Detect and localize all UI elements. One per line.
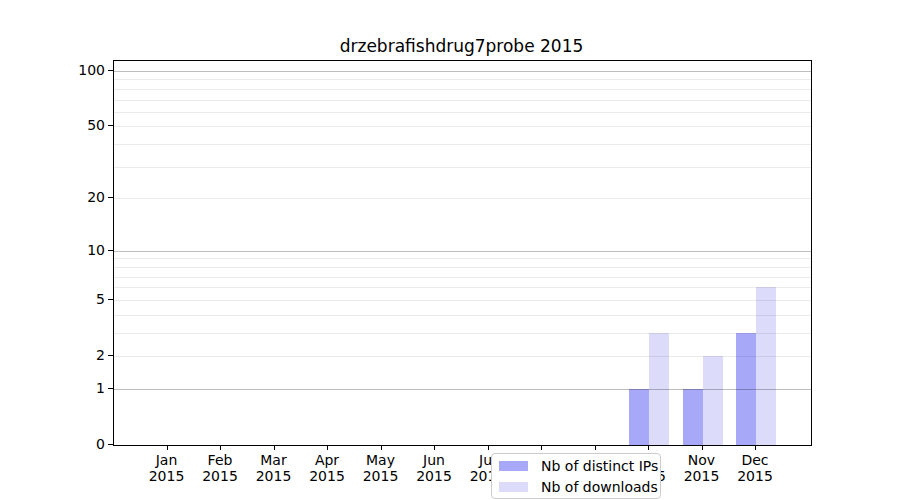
- gridline-20: [114, 198, 811, 199]
- year-label: 2015: [190, 468, 250, 484]
- y-axis-tick-mark: [108, 388, 113, 389]
- plot-area: Nb of distinct IPsNb of downloads: [113, 60, 812, 446]
- gridline-60: [114, 112, 811, 113]
- year-label: 2015: [725, 468, 785, 484]
- gridline-100: [114, 71, 811, 72]
- y-axis-tick-mark: [108, 355, 113, 356]
- gridline-8: [114, 267, 811, 268]
- legend: Nb of distinct IPs Nb of downloads: [491, 453, 661, 499]
- gridline-1: [114, 389, 811, 390]
- year-label: 2015: [137, 468, 197, 484]
- y-axis-tick-label-100: 100: [55, 63, 105, 77]
- gridline-90: [114, 79, 811, 80]
- x-axis-tick-mark: [488, 445, 489, 450]
- gridline-3: [114, 333, 811, 334]
- year-label: 2015: [672, 468, 732, 484]
- x-axis-tick-mark: [167, 445, 168, 450]
- year-label: 2015: [297, 468, 357, 484]
- month-label: Jan: [137, 452, 197, 468]
- x-axis-tick-label-nov: Nov2015: [672, 452, 732, 484]
- y-axis-tick-mark: [108, 197, 113, 198]
- gridline-2: [114, 356, 811, 357]
- x-axis-tick-mark: [755, 445, 756, 450]
- gridline-80: [114, 89, 811, 90]
- legend-label: Nb of distinct IPs: [541, 458, 658, 474]
- gridline-50: [114, 126, 811, 127]
- x-axis-tick-mark: [220, 445, 221, 450]
- month-label: Apr: [297, 452, 357, 468]
- chart-title: drzebrafishdrug7probe 2015: [113, 36, 810, 56]
- gridline-40: [114, 144, 811, 145]
- x-axis-tick-mark: [702, 445, 703, 450]
- month-label: May: [351, 452, 411, 468]
- x-axis-tick-label-dec: Dec2015: [725, 452, 785, 484]
- y-axis-tick-mark: [108, 125, 113, 126]
- y-axis-tick-label-5: 5: [55, 292, 105, 306]
- month-label: Nov: [672, 452, 732, 468]
- x-axis-tick-label-mar: Mar2015: [244, 452, 304, 484]
- y-axis-tick-label-20: 20: [55, 190, 105, 204]
- y-axis-tick-mark: [108, 250, 113, 251]
- gridline-5: [114, 300, 811, 301]
- x-axis-tick-mark: [381, 445, 382, 450]
- legend-swatch-downloads: [499, 482, 528, 492]
- grid-layer: [114, 61, 811, 445]
- y-axis-tick-mark: [108, 70, 113, 71]
- gridline-9: [114, 258, 811, 259]
- year-label: 2015: [244, 468, 304, 484]
- x-axis-tick-label-apr: Apr2015: [297, 452, 357, 484]
- y-axis-tick-label-1: 1: [55, 381, 105, 395]
- gridline-10: [114, 251, 811, 252]
- x-axis-tick-label-may: May2015: [351, 452, 411, 484]
- legend-item-downloads: Nb of downloads: [492, 477, 660, 496]
- gridline-30: [114, 167, 811, 168]
- x-axis-tick-mark: [595, 445, 596, 450]
- x-axis-tick-mark: [434, 445, 435, 450]
- month-label: Feb: [190, 452, 250, 468]
- y-axis-tick-mark: [108, 444, 113, 445]
- x-axis-tick-mark: [327, 445, 328, 450]
- y-axis-tick-label-50: 50: [55, 118, 105, 132]
- x-axis-tick-mark: [541, 445, 542, 450]
- legend-item-distinct_ips: Nb of distinct IPs: [492, 456, 660, 475]
- gridline-4: [114, 315, 811, 316]
- y-axis-tick-mark: [108, 299, 113, 300]
- gridline-6: [114, 287, 811, 288]
- y-axis-tick-label-0: 0: [55, 437, 105, 451]
- x-axis-tick-mark: [274, 445, 275, 450]
- x-axis-tick-mark: [648, 445, 649, 450]
- y-axis-tick-label-10: 10: [55, 243, 105, 257]
- gridline-70: [114, 100, 811, 101]
- month-label: Mar: [244, 452, 304, 468]
- year-label: 2015: [404, 468, 464, 484]
- year-label: 2015: [351, 468, 411, 484]
- legend-label: Nb of downloads: [541, 479, 658, 495]
- figure: drzebrafishdrug7probe 2015 Nb of distinc…: [0, 0, 900, 500]
- y-axis-tick-label-2: 2: [55, 348, 105, 362]
- x-axis-tick-label-jan: Jan2015: [137, 452, 197, 484]
- month-label: Dec: [725, 452, 785, 468]
- gridline-7: [114, 277, 811, 278]
- x-axis-tick-label-feb: Feb2015: [190, 452, 250, 484]
- x-axis-tick-label-jun: Jun2015: [404, 452, 464, 484]
- legend-swatch-distinct_ips: [499, 461, 528, 471]
- month-label: Jun: [404, 452, 464, 468]
